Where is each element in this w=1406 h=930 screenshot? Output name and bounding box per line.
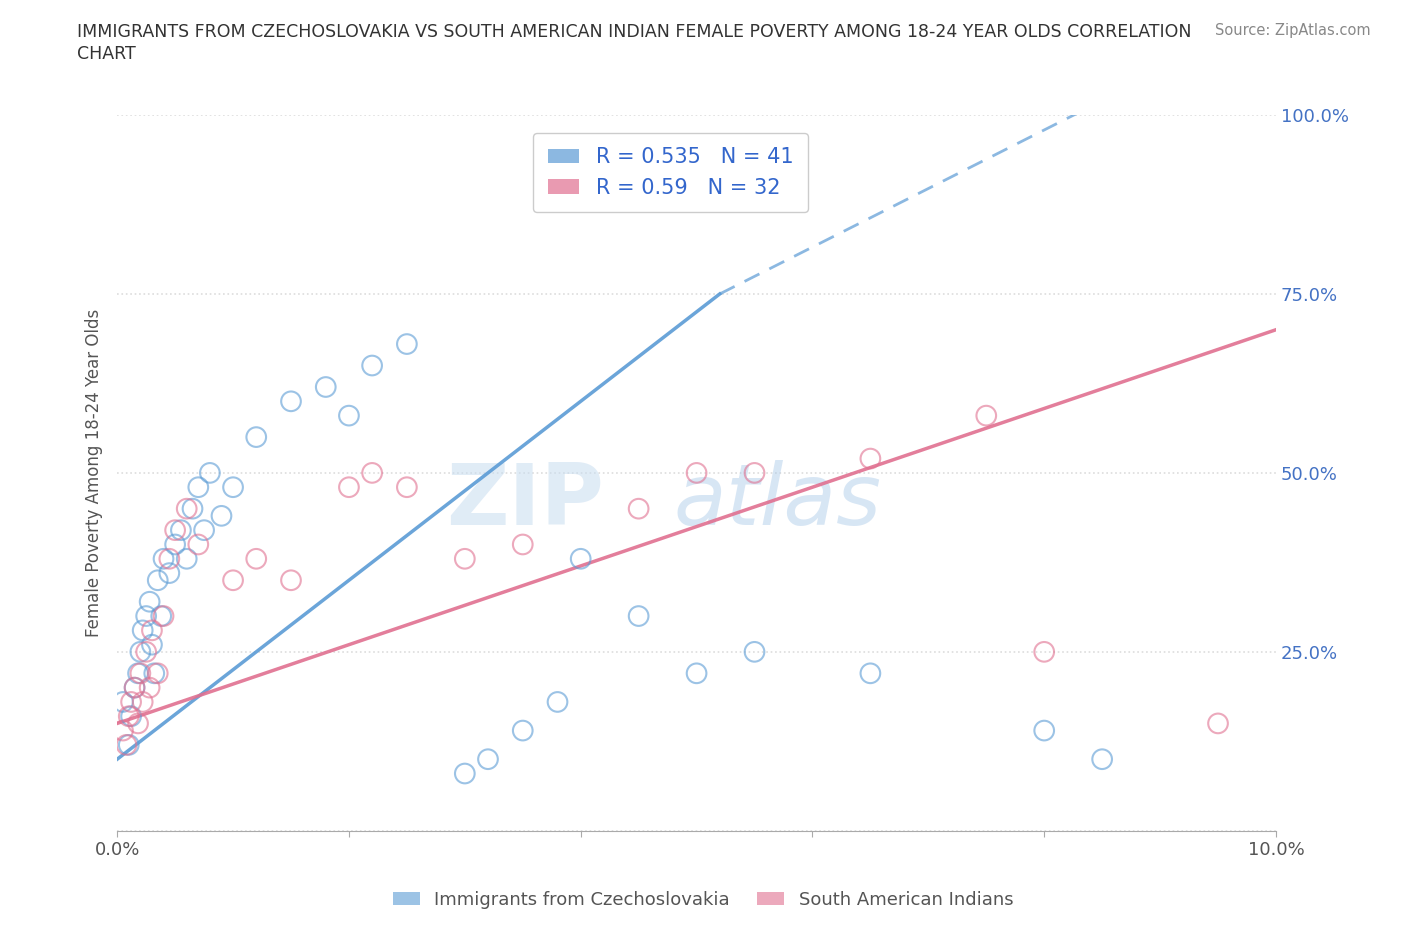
Point (627, 608, 650, 623)
Point (150, 608, 173, 623)
Point (146, 573, 169, 588)
Point (187, 480, 209, 495)
Point (181, 501, 204, 516)
Point (129, 644, 152, 659)
Point (454, 551, 477, 566)
Point (165, 537, 187, 551)
Point (685, 666, 707, 681)
Point (859, 666, 882, 681)
Point (143, 666, 166, 681)
Text: IMMIGRANTS FROM CZECHOSLOVAKIA VS SOUTH AMERICAN INDIAN FEMALE POVERTY AMONG 18-: IMMIGRANTS FROM CZECHOSLOVAKIA VS SOUTH … (77, 23, 1192, 41)
Text: Source: ZipAtlas.com: Source: ZipAtlas.com (1215, 23, 1371, 38)
Point (569, 551, 592, 566)
Point (337, 480, 360, 495)
Point (146, 666, 169, 681)
Point (280, 573, 302, 588)
Y-axis label: Female Poverty Among 18-24 Year Olds: Female Poverty Among 18-24 Year Olds (86, 309, 103, 637)
Point (129, 666, 152, 681)
Point (512, 537, 534, 551)
Point (744, 644, 766, 659)
Point (859, 451, 882, 466)
Point (1033, 724, 1056, 738)
Point (337, 408, 360, 423)
Point (118, 709, 141, 724)
Point (124, 680, 146, 695)
Point (120, 695, 142, 710)
Point (315, 379, 337, 394)
Point (245, 551, 267, 566)
Point (135, 644, 157, 659)
Point (157, 565, 180, 580)
Point (744, 465, 766, 480)
Point (222, 573, 245, 588)
Point (176, 501, 198, 516)
Point (198, 465, 221, 480)
Point (245, 430, 267, 445)
Point (395, 337, 418, 352)
Point (138, 680, 160, 695)
Point (1206, 716, 1229, 731)
Point (547, 695, 569, 710)
Point (135, 608, 157, 623)
Point (685, 465, 707, 480)
Point (127, 666, 149, 681)
Point (170, 523, 193, 538)
Point (211, 509, 233, 524)
Point (974, 408, 997, 423)
Point (477, 751, 499, 766)
Point (176, 551, 198, 566)
Point (131, 623, 153, 638)
Point (193, 523, 215, 538)
Text: atlas: atlas (673, 460, 882, 543)
Point (111, 695, 134, 710)
Point (165, 523, 187, 538)
Point (152, 608, 174, 623)
Point (512, 724, 534, 738)
Point (124, 680, 146, 695)
Point (1033, 644, 1056, 659)
Point (152, 551, 174, 566)
Point (361, 358, 384, 373)
Legend: R = 0.535   N = 41, R = 0.59   N = 32: R = 0.535 N = 41, R = 0.59 N = 32 (533, 133, 808, 212)
Point (157, 551, 180, 566)
Point (280, 394, 302, 409)
Point (127, 716, 149, 731)
Point (222, 480, 245, 495)
Legend: Immigrants from Czechoslovakia, South American Indians: Immigrants from Czechoslovakia, South Am… (385, 884, 1021, 916)
Point (138, 594, 160, 609)
Point (187, 537, 209, 551)
Point (141, 637, 163, 652)
Point (141, 623, 163, 638)
Point (1091, 751, 1114, 766)
Point (454, 766, 477, 781)
Point (627, 501, 650, 516)
Point (111, 724, 134, 738)
Point (120, 709, 142, 724)
Point (115, 737, 138, 752)
Point (395, 480, 418, 495)
Point (361, 465, 384, 480)
Point (118, 737, 141, 752)
Point (131, 695, 153, 710)
Text: ZIP: ZIP (446, 460, 603, 543)
Text: CHART: CHART (77, 45, 136, 62)
